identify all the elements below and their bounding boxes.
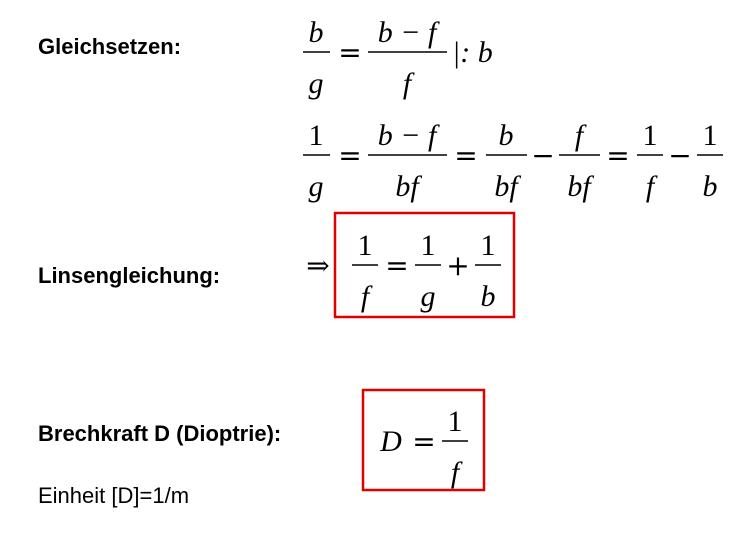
equation-linsengleichung: ⇒ 1 f = 1 g + 1 b bbox=[306, 211, 516, 319]
label-gleichsetzen: Gleichsetzen: bbox=[38, 34, 182, 59]
eq1-rhs-denominator: f bbox=[403, 67, 415, 100]
eq3-lhs-denominator: f bbox=[361, 280, 373, 313]
eq2-t3-numerator: b bbox=[499, 119, 514, 152]
label-brechkraft: Brechkraft D (Dioptrie): bbox=[38, 421, 282, 446]
eq3-highlight-box bbox=[333, 211, 516, 319]
eq3-t2-denominator: b bbox=[481, 280, 496, 313]
eq1-rhs-numerator: b − f bbox=[378, 16, 440, 49]
eq2-minus-1: − bbox=[531, 139, 554, 172]
eq4-lhs: D bbox=[379, 425, 402, 458]
eq4-numerator: 1 bbox=[448, 405, 463, 438]
eq3-lhs-numerator: 1 bbox=[358, 229, 373, 262]
eq2-equals-3: = bbox=[606, 139, 629, 172]
eq1-divider: |: b bbox=[452, 36, 493, 69]
equation-expansion: 1 g = b − f bf = b bf − f bf = 1 f − 1 b bbox=[303, 119, 723, 203]
equation-gleichsetzen: b g = b − f f |: b bbox=[303, 16, 493, 100]
eq2-t5-denominator: f bbox=[646, 170, 658, 203]
eq1-lhs-numerator: b bbox=[309, 16, 324, 49]
eq2-equals-1: = bbox=[338, 139, 361, 172]
equation-brechkraft: D = 1 f bbox=[361, 388, 486, 492]
eq3-implies-arrow: ⇒ bbox=[306, 249, 329, 282]
eq1-lhs-denominator: g bbox=[309, 67, 324, 100]
eq4-highlight-box bbox=[361, 388, 486, 492]
eq2-t2-numerator: b − f bbox=[378, 119, 440, 152]
eq2-t1-numerator: 1 bbox=[309, 119, 324, 152]
eq1-equals: = bbox=[338, 36, 361, 69]
eq2-t6-denominator: b bbox=[703, 170, 718, 203]
eq2-t1-denominator: g bbox=[309, 170, 324, 203]
eq3-t2-numerator: 1 bbox=[481, 229, 496, 262]
eq4-equals: = bbox=[412, 425, 435, 458]
eq3-t1-denominator: g bbox=[421, 280, 436, 313]
eq2-equals-2: = bbox=[454, 139, 477, 172]
eq2-t2-denominator: bf bbox=[395, 170, 422, 203]
eq4-denominator: f bbox=[451, 456, 463, 489]
eq3-t1-numerator: 1 bbox=[421, 229, 436, 262]
eq3-plus: + bbox=[446, 249, 469, 282]
eq3-equals: = bbox=[385, 249, 408, 282]
eq2-t5-numerator: 1 bbox=[643, 119, 658, 152]
eq2-t6-numerator: 1 bbox=[703, 119, 718, 152]
label-einheit: Einheit [D]=1/m bbox=[38, 483, 190, 508]
label-linsengleichung: Linsengleichung: bbox=[38, 263, 221, 288]
eq2-t4-denominator: bf bbox=[567, 170, 594, 203]
eq2-t4-numerator: f bbox=[575, 119, 587, 152]
eq2-t3-denominator: bf bbox=[494, 170, 521, 203]
eq2-minus-2: − bbox=[668, 139, 691, 172]
